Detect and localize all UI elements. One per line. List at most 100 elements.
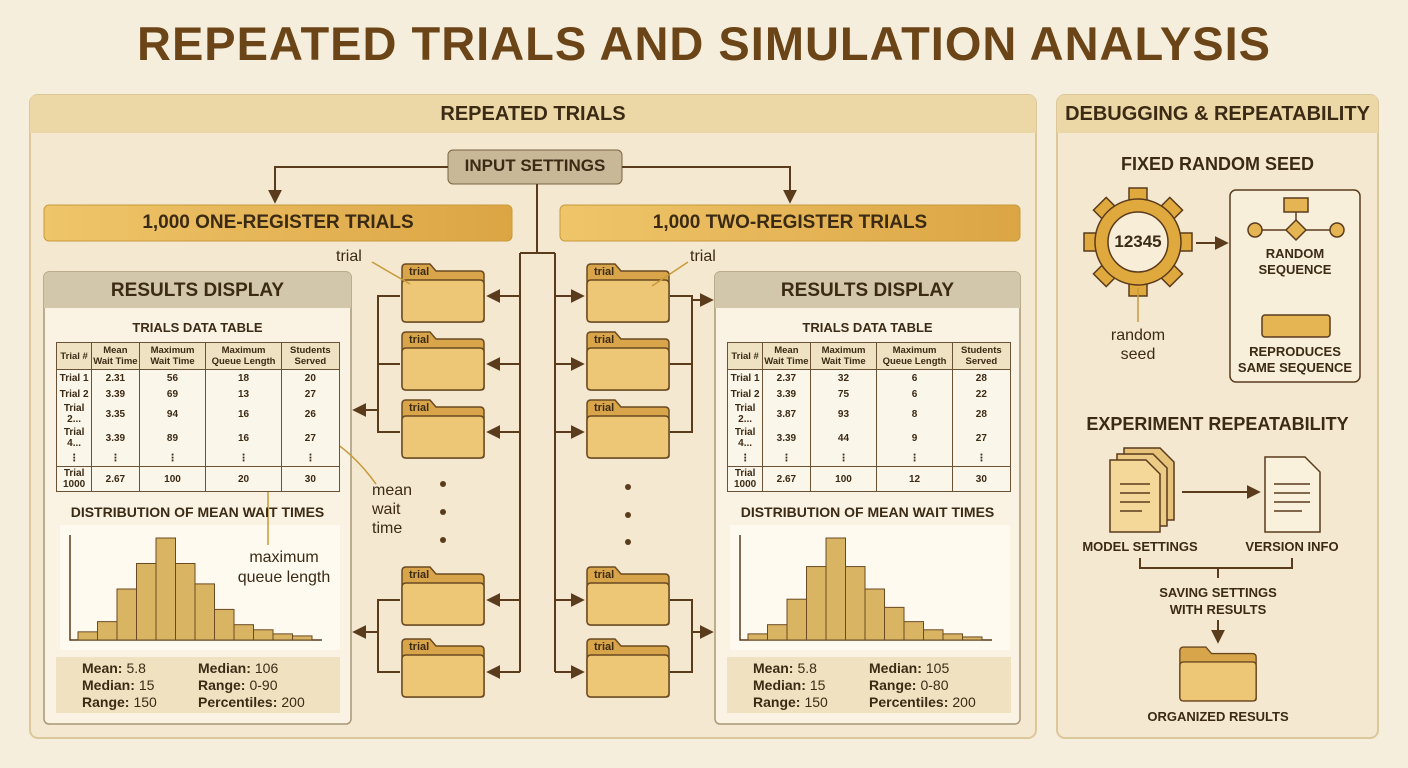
table-row: Trial 2 3.39 75 6 22	[726, 386, 1012, 402]
seed-gear	[1083, 187, 1193, 297]
stat-value: 5.8	[126, 660, 146, 676]
column-header: Students Served	[951, 342, 1012, 370]
column-header: Trial #	[726, 342, 764, 370]
histogram-title: DISTRIBUTION OF MEAN WAIT TIMES	[70, 504, 325, 520]
folder-label: trial	[594, 402, 615, 414]
doc-label: MODEL SETTINGS	[1082, 539, 1198, 554]
stat-line: Percentiles: 200	[198, 694, 314, 711]
folder-label: trial	[594, 569, 615, 581]
table-cell: Trial 2	[55, 386, 93, 402]
stats-column: Median: 105 Range: 0-80 Percentiles: 200	[869, 660, 985, 710]
stat-value: 15	[809, 677, 826, 693]
table-header-row: Trial # Mean Wait Time Maximum Wait Time Ma…	[55, 342, 341, 370]
folder-label: trial	[594, 641, 615, 653]
trials-table: Trial # Mean Wait Time Maximum Wait Time Ma…	[55, 342, 341, 492]
stat-value: 106	[254, 660, 279, 676]
histogram	[747, 537, 983, 641]
table-cell: 30	[280, 466, 341, 492]
table-cell: 3.39	[762, 386, 811, 402]
stat-label: Median:	[869, 660, 922, 676]
table-cell: 2.67	[762, 466, 811, 492]
table-cell: 3.39	[91, 426, 140, 450]
table-cell: ⋮	[91, 450, 140, 467]
organized-label: ORGANIZED RESULTS	[1147, 709, 1289, 724]
stat-value: 150	[133, 694, 157, 710]
histogram-bar	[923, 629, 944, 641]
stat-label: Range:	[82, 694, 130, 710]
table-cell: 26	[280, 402, 341, 426]
results-heading: RESULTS DISPLAY	[110, 280, 285, 301]
table-cell: 89	[138, 426, 207, 450]
table-cell: ⋮	[809, 450, 878, 467]
histogram-bar	[292, 635, 313, 641]
stat-line: Range: 0-80	[869, 677, 985, 694]
table-cell: Trial 2...	[55, 402, 93, 426]
histogram-bar	[767, 624, 788, 641]
subheading: FIXED RANDOM SEED	[1120, 154, 1315, 174]
column-header: Mean Wait Time	[762, 342, 811, 370]
stat-label: Mean:	[753, 660, 794, 676]
stat-line: Range: 150	[753, 694, 869, 711]
table-cell: 3.87	[762, 402, 811, 426]
histogram-bar	[825, 537, 846, 641]
table-cell: ⋮	[876, 450, 953, 467]
results-header	[44, 272, 351, 308]
table-cell: 6	[876, 386, 953, 402]
table-cell: 32	[809, 369, 878, 386]
stat-label: Median:	[82, 677, 135, 693]
stat-line: Median: 15	[82, 677, 198, 694]
table-cell: 12	[876, 466, 953, 492]
ellipsis-dots	[440, 481, 631, 545]
stat-value: 5.8	[797, 660, 817, 676]
banner-label: 1,000 ONE-REGISTER TRIALS	[142, 212, 414, 233]
histogram-bar	[786, 598, 807, 641]
histogram-bar	[272, 633, 293, 641]
table-cell: ⋮	[951, 450, 1012, 467]
histogram	[77, 537, 313, 641]
table-cell: Trial 4...	[55, 426, 93, 450]
histogram-bar	[253, 629, 274, 641]
stats-box: Mean: 5.8 Median: 15 Range: 150 Median: 105 Rang…	[727, 657, 1011, 713]
main-header	[30, 95, 1036, 133]
stat-label: Percentiles:	[198, 694, 278, 710]
reproduces-label: REPRODUCES SAME SEQUENCE	[1237, 344, 1353, 375]
seed-caption: random seed	[1110, 327, 1166, 363]
table-cell: 100	[138, 466, 207, 492]
table-cell: Trial 2	[726, 386, 764, 402]
stat-value: 150	[804, 694, 828, 710]
table-cell: 22	[951, 386, 1012, 402]
stat-line: Median: 15	[753, 677, 869, 694]
stat-label: Median:	[198, 660, 251, 676]
sequence-block	[1261, 314, 1331, 338]
table-row: Trial 2 3.39 69 13 27	[55, 386, 341, 402]
banner	[559, 204, 1021, 242]
stat-line: Mean: 5.8	[753, 660, 869, 677]
histogram-bar	[903, 621, 924, 641]
callout: maximum queue length	[237, 549, 331, 586]
trials-table-wrap: Trial # Mean Wait Time Maximum Wait Time Ma…	[55, 342, 341, 492]
stat-line: Range: 150	[82, 694, 198, 711]
table-cell: 75	[809, 386, 878, 402]
table-cell: 9	[876, 426, 953, 450]
histogram-bar	[214, 608, 235, 641]
table-cell: 20	[205, 466, 282, 492]
stat-label: Range:	[869, 677, 917, 693]
table-cell: 2.67	[91, 466, 140, 492]
table-cell: 28	[951, 402, 1012, 426]
saving-label: SAVING SETTINGS WITH RESULTS	[1159, 585, 1277, 617]
table-cell: 100	[809, 466, 878, 492]
stat-line: Range: 0-90	[198, 677, 314, 694]
table-cell: 27	[280, 426, 341, 450]
callout: trial	[690, 248, 716, 265]
table-cell: 20	[280, 369, 341, 386]
folder-label: trial	[594, 334, 615, 346]
histogram-bar	[747, 633, 768, 641]
page-title: REPEATED TRIALS AND SIMULATION ANALYSIS	[137, 17, 1271, 70]
table-cell: Trial 4...	[726, 426, 764, 450]
table-title: TRIALS DATA TABLE	[132, 320, 263, 335]
callout: trial	[336, 248, 362, 265]
table-title: TRIALS DATA TABLE	[802, 320, 933, 335]
flow-arrows	[268, 166, 797, 679]
